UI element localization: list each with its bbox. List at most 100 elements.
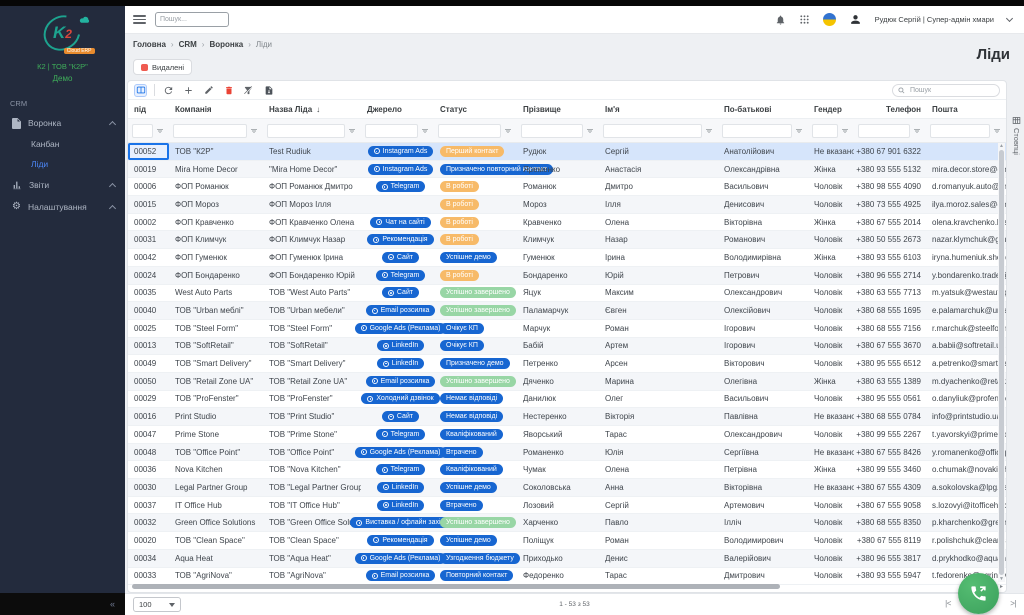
global-search-input[interactable] [155,12,229,27]
horizontal-scrollbar-thumb[interactable] [132,584,780,589]
table-row[interactable]: 00035 West Auto Parts ТОВ "West Auto Par… [128,285,1006,303]
column-header[interactable]: Ім'я [599,100,718,118]
filter-off-button[interactable] [242,84,255,97]
first-page-button[interactable]: |< [945,599,951,608]
sidebar-item-reports[interactable]: Звіти [0,174,125,196]
column-filter-input[interactable] [132,123,153,138]
column-header[interactable]: Телефон [854,100,926,118]
column-filter-input[interactable] [858,123,910,138]
table-row[interactable]: 00050 ТОВ "Retail Zone UA" ТОВ "Retail Z… [128,372,1006,391]
column-header[interactable]: Прізвище [517,100,599,118]
filter-icon[interactable] [993,127,1001,135]
bell-icon[interactable] [775,14,786,26]
sidebar-item-funnel[interactable]: Воронка [0,112,125,134]
table-row[interactable]: 00052 ТОВ "К2Р" Test Rudiuk Instagram Ad… [128,143,1006,161]
filter-icon[interactable] [156,127,164,135]
edit-button[interactable] [202,84,215,97]
table-row[interactable]: 00030 Legal Partner Group ТОВ "Legal Par… [128,479,1006,497]
sidebar-item-leads[interactable]: Ліди [0,154,125,174]
scroll-down-icon[interactable]: ▼ [999,576,1004,582]
ukraine-flag-icon[interactable] [822,13,836,26]
column-header[interactable]: Статус [434,100,517,118]
cell-company: Print Studio [175,412,217,422]
export-button[interactable] [262,84,275,97]
user-menu[interactable]: Рудюк Сергій | Супер-адмін хмари [874,15,994,24]
vertical-scrollbar[interactable]: ▲ ▼ [998,143,1005,582]
column-filter-input[interactable] [365,123,418,138]
column-header[interactable]: Пошта [926,100,1006,118]
filter-icon[interactable] [841,127,849,135]
deleted-filter-button[interactable]: Видалені [133,59,193,75]
avatar-icon[interactable] [849,13,862,26]
column-header[interactable]: По-батькові [718,100,808,118]
sidebar-item-kanban[interactable]: Канбан [0,134,125,154]
table-row[interactable]: 00019 Mira Home Decor "Mira Home Decor" … [128,160,1006,179]
column-filter-input[interactable] [267,123,345,138]
scroll-right-icon[interactable]: ▸ [999,584,1003,590]
column-filter-input[interactable] [812,123,838,138]
filter-icon[interactable] [795,127,803,135]
apps-grid-icon[interactable] [799,14,810,25]
table-row[interactable]: 00036 Nova Kitchen ТОВ "Nova Kitchen" Te… [128,461,1006,480]
cell-lead: ТОВ "AgriNova" [269,571,326,581]
table-row[interactable]: 00016 Print Studio ТОВ "Print Studio" Са… [128,408,1006,426]
table-row[interactable]: 00049 ТОВ "Smart Delivery" ТОВ "Smart De… [128,355,1006,373]
cell-middlename: Сергіївна [724,447,759,457]
column-filter-input[interactable] [438,123,501,138]
filter-icon[interactable] [504,127,512,135]
table-row[interactable]: 00031 ФОП Климчук ФОП Климчук Назар Реко… [128,231,1006,250]
page-size-select[interactable]: 100 [133,597,181,612]
last-page-button[interactable]: >| [1010,599,1016,608]
table-row[interactable]: 00006 ФОП Романюк ФОП Романюк Дмитро Tel… [128,178,1006,197]
filter-icon[interactable] [348,127,356,135]
column-header[interactable]: Компанія [169,100,263,118]
column-header[interactable]: під [128,100,169,118]
view-columns-button[interactable] [134,83,147,97]
table-row[interactable]: 00015 ФОП Мороз ФОП Мороз Ілля В роботі … [128,196,1006,214]
breadcrumb-crm[interactable]: CRM [178,40,197,49]
vertical-scrollbar-thumb[interactable] [999,150,1004,575]
table-row[interactable]: 00002 ФОП Кравченко ФОП Кравченко Олена … [128,214,1006,232]
table-row[interactable]: 00042 ФОП Гуменюк ФОП Гуменюк Ірина Сайт… [128,249,1006,267]
add-button[interactable] [182,84,195,97]
table-row[interactable]: 00033 ТОВ "AgriNova" ТОВ "AgriNova" Emai… [128,568,1006,586]
scroll-up-icon[interactable]: ▲ [999,143,1004,149]
filter-icon[interactable] [913,127,921,135]
filter-icon[interactable] [421,127,429,135]
refresh-button[interactable] [162,84,175,97]
table-row[interactable]: 00029 ТОВ "ProFenster" ТОВ "ProFenster" … [128,391,1006,409]
filter-icon[interactable] [250,127,258,135]
sidebar-collapse-button[interactable]: « [0,593,125,615]
menu-toggle-icon[interactable] [133,15,146,24]
table-row[interactable]: 00025 ТОВ "Steel Form" ТОВ "Steel Form" … [128,320,1006,338]
table-row[interactable]: 00013 ТОВ "SoftRetail" ТОВ "SoftRetail" … [128,337,1006,356]
table-row[interactable]: 00048 ТОВ "Office Point" ТОВ "Office Poi… [128,443,1006,462]
filter-icon[interactable] [705,127,713,135]
column-header[interactable]: Назва Ліда ↓ [263,100,361,118]
table-row[interactable]: 00020 ТОВ "Clean Space" ТОВ "Clean Space… [128,532,1006,550]
table-row[interactable]: 00032 Green Office Solutions ТОВ "Green … [128,514,1006,533]
table-row[interactable]: 00047 Prime Stone ТОВ "Prime Stone" Tele… [128,426,1006,444]
columns-panel-tab[interactable]: Стовпці [1012,116,1021,155]
column-filter-input[interactable] [173,123,247,138]
breadcrumb-funnel[interactable]: Воронка [209,40,244,49]
sidebar-item-settings[interactable]: ⚙ Налаштування [0,196,125,218]
column-filter-input[interactable] [722,123,792,138]
column-filter-input[interactable] [603,123,702,138]
table-row[interactable]: 00037 IT Office Hub ТОВ "IT Office Hub" … [128,497,1006,515]
column-header[interactable]: Гендер [808,100,854,118]
callback-fab-button[interactable] [958,573,999,614]
column-filter-input[interactable] [930,123,990,138]
horizontal-scrollbar[interactable]: ▸ [130,584,1003,590]
table-row[interactable]: 00040 ТОВ "Urban меблі" ТОВ "Urban мебел… [128,302,1006,320]
table-search-box[interactable] [892,83,1000,97]
table-search-input[interactable] [908,85,994,95]
breadcrumb-home[interactable]: Головна [133,40,166,49]
filter-icon[interactable] [586,127,594,135]
table-row[interactable]: 00034 Aqua Heat ТОВ "Aqua Heat" Google A… [128,549,1006,568]
delete-button[interactable] [222,84,235,97]
table-row[interactable]: 00024 ФОП Бондаренко ФОП Бондаренко Юрій… [128,266,1006,285]
status-pill: В роботі [440,181,479,193]
column-filter-input[interactable] [521,123,583,138]
column-header[interactable]: Джерело [361,100,434,118]
